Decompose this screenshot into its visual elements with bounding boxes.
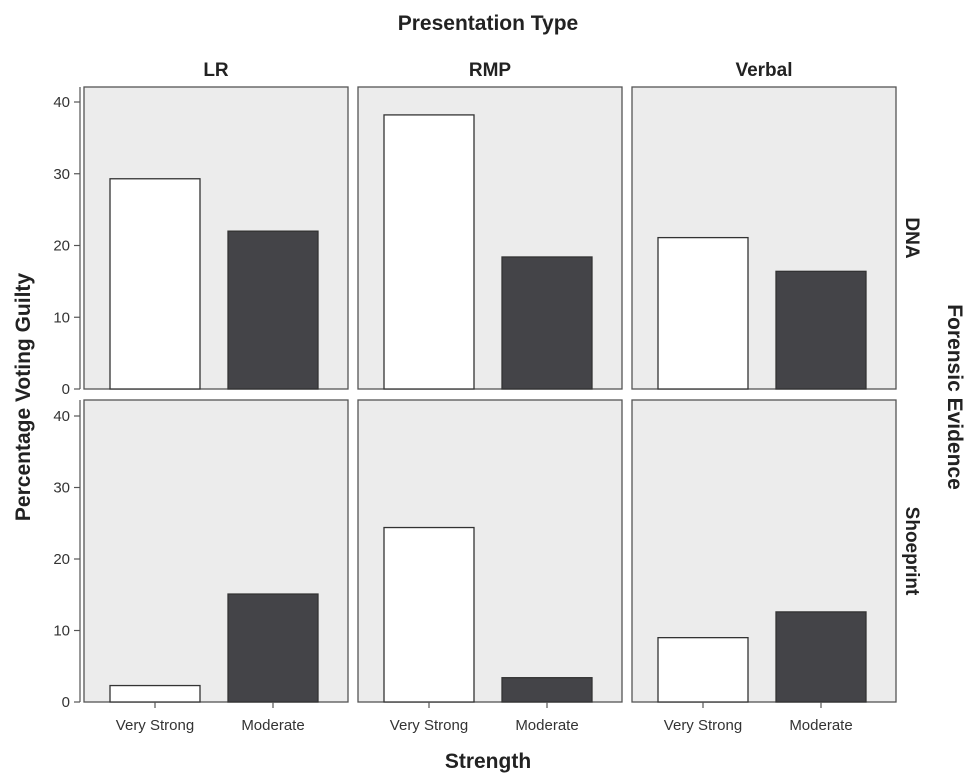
- bar-dna-rmp-very-strong: [383, 114, 475, 390]
- x-tick-label-verbal-very-strong: Very Strong: [664, 717, 742, 734]
- bar-shoeprint-rmp-very-strong: [383, 526, 475, 703]
- x-tick-label-verbal-moderate: Moderate: [789, 717, 852, 734]
- x-tick-label-rmp-very-strong: Very Strong: [390, 717, 468, 734]
- x-tick-label-rmp-moderate: Moderate: [515, 717, 578, 734]
- y-tick-label-shoeprint-10: 10: [53, 623, 70, 640]
- y-tick-label-shoeprint-40: 40: [53, 408, 70, 425]
- bar-dna-verbal-moderate: [775, 270, 867, 390]
- bar-dna-lr-very-strong: [109, 178, 201, 390]
- bar-shoeprint-verbal-moderate: [775, 611, 867, 703]
- y-tick-label-dna-40: 40: [53, 94, 70, 111]
- column-header-lr: LR: [203, 60, 229, 81]
- bar-dna-rmp-moderate: [501, 256, 593, 390]
- y-tick-label-dna-0: 0: [62, 381, 70, 398]
- y-tick-label-dna-10: 10: [53, 309, 70, 326]
- row-header-shoeprint: Shoeprint: [901, 507, 922, 596]
- bar-shoeprint-lr-very-strong: [109, 684, 201, 703]
- column-header-rmp: RMP: [469, 60, 512, 81]
- y-axis-title: Percentage Voting Guilty: [12, 273, 35, 521]
- chart-title: Presentation Type: [398, 12, 579, 35]
- bar-dna-lr-moderate: [227, 230, 319, 390]
- bar-shoeprint-rmp-moderate: [501, 677, 593, 703]
- row-axis-title: Forensic Evidence: [943, 304, 965, 490]
- y-tick-label-dna-20: 20: [53, 238, 70, 255]
- x-tick-label-lr-very-strong: Very Strong: [116, 717, 194, 734]
- row-header-dna: DNA: [901, 217, 922, 258]
- column-header-verbal: Verbal: [735, 60, 792, 81]
- bar-dna-verbal-very-strong: [657, 236, 749, 390]
- y-tick-label-shoeprint-0: 0: [62, 694, 70, 711]
- bar-shoeprint-verbal-very-strong: [657, 637, 749, 703]
- y-tick-label-shoeprint-20: 20: [53, 551, 70, 568]
- y-tick-label-dna-30: 30: [53, 166, 70, 183]
- x-tick-label-lr-moderate: Moderate: [241, 717, 304, 734]
- x-axis-title: Strength: [445, 750, 531, 773]
- y-tick-label-shoeprint-30: 30: [53, 480, 70, 497]
- bar-shoeprint-lr-moderate: [227, 593, 319, 703]
